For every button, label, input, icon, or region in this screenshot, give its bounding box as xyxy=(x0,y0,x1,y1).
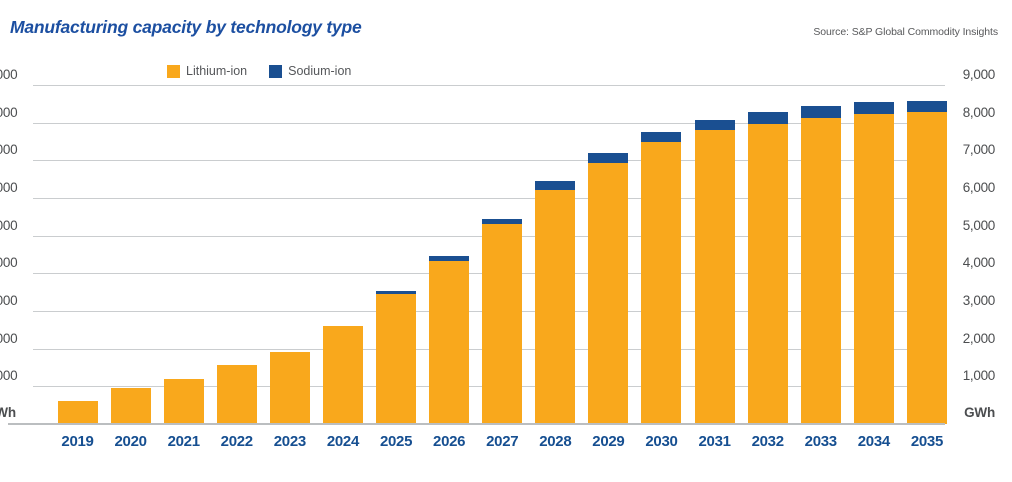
bar-segment-sodium xyxy=(906,101,947,113)
y-tick-label-left: 1,000 xyxy=(0,368,18,384)
bar-segment-sodium xyxy=(641,132,682,143)
gridline xyxy=(33,122,945,124)
bar-segment-lithium xyxy=(429,261,470,424)
chart-title: Manufacturing capacity by technology typ… xyxy=(10,17,362,37)
bar-segment-lithium xyxy=(110,388,151,424)
x-tick-label: 2025 xyxy=(379,433,413,450)
x-tick-label: 2022 xyxy=(220,433,253,450)
bar-segment-sodium xyxy=(853,101,894,114)
bar-segment-lithium xyxy=(322,326,363,424)
bar-segment-lithium xyxy=(376,294,417,424)
bar-segment-lithium xyxy=(588,163,629,424)
bar-segment-lithium xyxy=(482,224,523,424)
bar-segment-lithium xyxy=(853,113,894,424)
x-tick-label: 2030 xyxy=(645,433,678,450)
y-tick-label-right: 2,000 xyxy=(962,330,996,346)
baseline xyxy=(8,423,945,425)
y-tick-label-right: 4,000 xyxy=(962,255,996,271)
x-tick-label: 2023 xyxy=(273,433,306,450)
legend-label-sodium: Sodium-ion xyxy=(288,64,352,78)
source-note: Source: S&P Global Commodity Insights xyxy=(813,26,998,38)
x-tick-label: 2034 xyxy=(857,433,890,450)
y-tick-label-left: 3,000 xyxy=(0,293,18,308)
unit-label-right: GWh xyxy=(964,405,995,420)
x-tick-label: 2019 xyxy=(61,433,94,450)
gridline xyxy=(33,85,945,86)
x-tick-label: 2021 xyxy=(167,433,200,450)
bar-segment-sodium xyxy=(694,119,735,131)
x-tick-label: 2033 xyxy=(804,433,837,450)
y-tick-label-left: 2,000 xyxy=(0,330,18,346)
y-tick-label-right: 8,000 xyxy=(962,104,996,120)
y-tick-label-right: 5,000 xyxy=(962,217,996,233)
bar-segment-sodium xyxy=(747,112,788,124)
bar-segment-sodium xyxy=(482,218,523,225)
bar-segment-lithium xyxy=(800,117,841,424)
bar-segment-sodium xyxy=(588,152,629,164)
y-tick-label-right: 1,000 xyxy=(962,368,996,384)
y-tick-label-left: 9,000 xyxy=(0,67,18,82)
y-tick-label-left: 5,000 xyxy=(0,217,18,233)
x-tick-label: 2032 xyxy=(751,433,784,450)
lithium-swatch-icon xyxy=(167,64,180,78)
legend: Lithium-ion Sodium-ion xyxy=(167,64,351,78)
x-tick-label: 2020 xyxy=(114,433,147,450)
x-tick-label: 2035 xyxy=(910,433,944,450)
x-tick-label: 2028 xyxy=(539,433,572,450)
x-tick-label: 2029 xyxy=(592,433,625,450)
bar-segment-sodium xyxy=(429,256,470,262)
gridline xyxy=(33,160,945,162)
bar-segment-sodium xyxy=(376,291,417,295)
x-tick-label: 2027 xyxy=(486,433,519,450)
y-tick-label-right: 6,000 xyxy=(962,180,996,195)
y-tick-label-left: 8,000 xyxy=(0,104,18,120)
y-tick-label-right: 9,000 xyxy=(962,67,996,82)
bar-segment-lithium xyxy=(216,364,257,424)
y-tick-label-right: 7,000 xyxy=(962,142,996,158)
x-tick-label: 2024 xyxy=(326,433,360,450)
bar-segment-lithium xyxy=(535,190,576,424)
legend-item-sodium: Sodium-ion xyxy=(269,64,351,78)
bar-segment-lithium xyxy=(747,123,788,424)
bar-segment-lithium xyxy=(57,401,98,424)
x-tick-label: 2031 xyxy=(698,433,731,450)
bar-segment-lithium xyxy=(906,112,947,424)
bar-segment-sodium xyxy=(535,180,576,191)
bar-segment-lithium xyxy=(694,130,735,424)
legend-item-lithium: Lithium-ion xyxy=(167,64,247,78)
gridline xyxy=(33,198,945,199)
sodium-swatch-icon xyxy=(269,64,283,78)
y-tick-label-left: 6,000 xyxy=(0,180,18,195)
bar-segment-lithium xyxy=(163,378,204,424)
y-tick-label-left: 7,000 xyxy=(0,142,18,158)
bar-segment-sodium xyxy=(800,105,841,118)
bar-segment-lithium xyxy=(269,352,310,424)
bar-segment-lithium xyxy=(641,142,682,424)
x-tick-label: 2026 xyxy=(433,433,466,450)
y-tick-label-right: 3,000 xyxy=(962,293,996,308)
unit-label-left: GWh xyxy=(0,405,16,420)
y-tick-label-left: 4,000 xyxy=(0,255,18,271)
legend-label-lithium: Lithium-ion xyxy=(186,64,248,78)
